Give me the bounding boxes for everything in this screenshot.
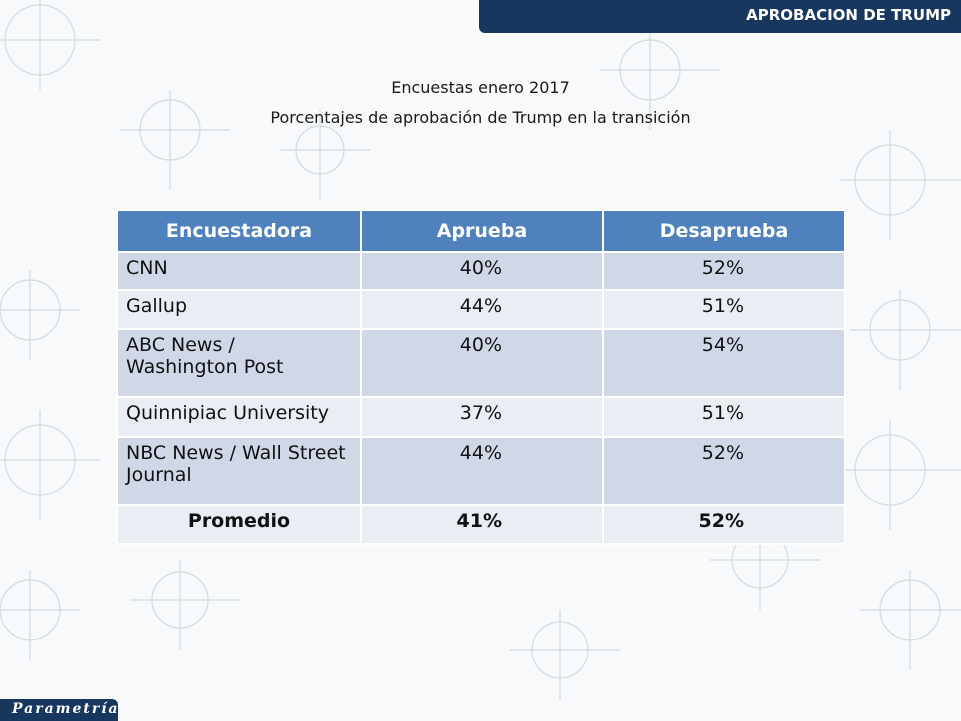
chart-title: Encuestas enero 2017	[391, 78, 570, 97]
header-desaprueba: Desaprueba	[602, 209, 846, 253]
approve-value: 40%	[360, 328, 604, 398]
disapprove-value: 54%	[602, 328, 846, 398]
summary-disapprove-value: 52%	[602, 504, 846, 545]
summary-label: Promedio	[116, 504, 362, 545]
pollster-name: CNN	[116, 251, 362, 291]
banner-title: APROBACION DE TRUMP	[746, 6, 951, 24]
table-row: CNN 40% 52%	[116, 251, 846, 291]
table-row: Quinnipiac University 37% 51%	[116, 396, 846, 438]
pollster-name: Quinnipiac University	[116, 396, 362, 438]
parametria-logo: Parametría	[0, 699, 118, 721]
pollster-name: NBC News / Wall Street Journal	[116, 436, 362, 506]
disapprove-value: 51%	[602, 396, 846, 438]
disapprove-value: 52%	[602, 436, 846, 506]
poll-table: Encuestadora Aprueba Desaprueba CNN 40% …	[116, 209, 846, 545]
title-banner: APROBACION DE TRUMP	[479, 0, 961, 33]
pollster-name: Gallup	[116, 289, 362, 330]
disapprove-value: 51%	[602, 289, 846, 330]
pollster-name: ABC News / Washington Post	[116, 328, 362, 398]
approve-value: 44%	[360, 289, 604, 330]
chart-subtitle: Porcentajes de aprobación de Trump en la…	[270, 108, 691, 127]
approve-value: 37%	[360, 396, 604, 438]
header-encuestadora: Encuestadora	[116, 209, 362, 253]
table-row: ABC News / Washington Post 40% 54%	[116, 328, 846, 398]
table-header-row: Encuestadora Aprueba Desaprueba	[116, 209, 846, 253]
header-aprueba: Aprueba	[360, 209, 604, 253]
disapprove-value: 52%	[602, 251, 846, 291]
table-row: NBC News / Wall Street Journal 44% 52%	[116, 436, 846, 506]
approve-value: 44%	[360, 436, 604, 506]
table-row: Gallup 44% 51%	[116, 289, 846, 330]
logo-text: Parametría	[12, 701, 120, 717]
approve-value: 40%	[360, 251, 604, 291]
summary-row: Promedio 41% 52%	[116, 504, 846, 545]
summary-approve-value: 41%	[360, 504, 604, 545]
